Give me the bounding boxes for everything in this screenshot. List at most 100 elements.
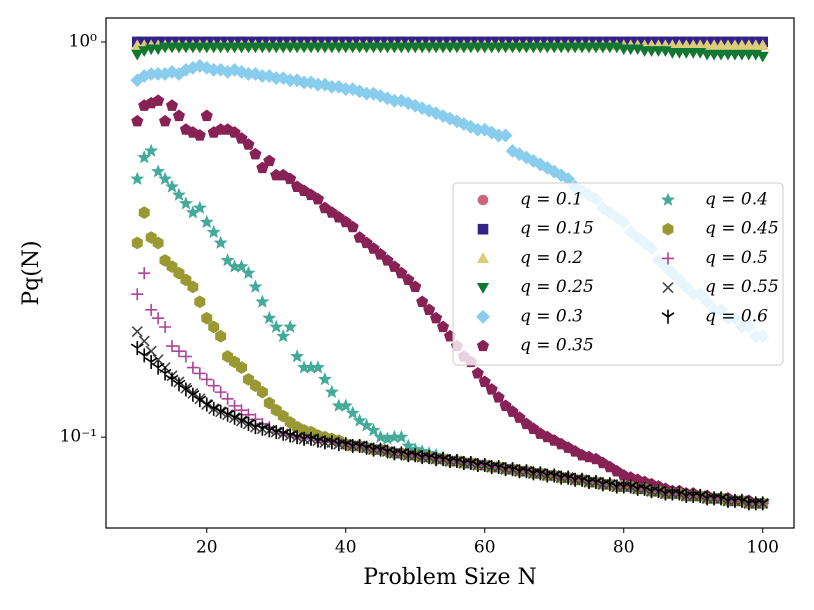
- data-point: [214, 404, 228, 419]
- data-point: [492, 460, 506, 475]
- legend-marker: [661, 309, 675, 324]
- data-point: [374, 442, 387, 457]
- data-point: [394, 446, 408, 461]
- data-point: [610, 479, 624, 494]
- legend-label: q = 0.55: [705, 277, 779, 297]
- data-point: [311, 433, 325, 448]
- data-point: [463, 119, 478, 134]
- data-point: [215, 329, 227, 343]
- data-point: [707, 491, 721, 506]
- data-point: [263, 154, 276, 167]
- data-point: [339, 437, 353, 452]
- data-point: [561, 470, 575, 485]
- data-point: [255, 421, 269, 436]
- data-point: [526, 466, 540, 481]
- data-point: [513, 464, 526, 479]
- data-point: [423, 303, 436, 315]
- data-point: [242, 138, 255, 150]
- data-point: [554, 470, 568, 485]
- data-point: [290, 349, 305, 363]
- data-point: [324, 384, 339, 399]
- data-point: [151, 44, 165, 56]
- data-point: [359, 418, 374, 432]
- data-point: [492, 391, 505, 403]
- data-point: [429, 452, 443, 467]
- data-point: [152, 94, 165, 106]
- data-point: [137, 348, 151, 363]
- data-point: [408, 448, 422, 463]
- data-point: [172, 345, 185, 358]
- data-point: [186, 387, 200, 402]
- legend-label: q = 0.6: [705, 306, 768, 326]
- data-point: [332, 437, 346, 452]
- data-point: [498, 128, 513, 143]
- data-point: [485, 460, 499, 475]
- data-point: [749, 496, 763, 511]
- data-point: [213, 235, 228, 249]
- data-point: [499, 462, 513, 477]
- data-point: [255, 294, 270, 308]
- legend: q = 0.1 q = 0.15 q = 0.2 q = 0.25 q = 0.3 q =…: [452, 182, 784, 366]
- data-point: [284, 172, 297, 185]
- data-point: [311, 192, 325, 205]
- x-tick-label: 40: [335, 538, 357, 558]
- data-point: [172, 377, 186, 392]
- legend-marker: [661, 192, 675, 206]
- legend-label: q = 0.1: [520, 190, 583, 210]
- data-point: [228, 410, 242, 425]
- data-point: [269, 425, 283, 440]
- data-point: [131, 326, 143, 338]
- data-point: [381, 444, 394, 459]
- data-point: [318, 435, 332, 450]
- data-point: [310, 360, 325, 374]
- data-point: [200, 397, 214, 412]
- data-point: [533, 466, 547, 481]
- data-point: [158, 171, 173, 185]
- data-point: [178, 196, 193, 210]
- data-point: [131, 114, 144, 127]
- data-point: [207, 379, 220, 392]
- data-point: [388, 260, 401, 272]
- data-point: [249, 147, 262, 160]
- data-point: [638, 481, 652, 496]
- data-point: [228, 399, 241, 412]
- data-point: [394, 429, 409, 444]
- data-point: [138, 267, 151, 280]
- data-point: [201, 311, 213, 325]
- data-point: [207, 401, 221, 416]
- data-point: [138, 335, 150, 347]
- data-point: [402, 273, 415, 286]
- data-point: [256, 385, 268, 399]
- data-point: [276, 328, 291, 343]
- legend-marker: [476, 339, 490, 352]
- data-point: [756, 496, 770, 511]
- legend-marker: [477, 223, 489, 235]
- data-point: [131, 288, 144, 301]
- data-point: [283, 319, 298, 333]
- data-point: [478, 375, 491, 388]
- data-point: [721, 493, 735, 508]
- data-point: [693, 488, 707, 503]
- x-tick-label: 100: [747, 538, 779, 558]
- data-point: [138, 206, 150, 219]
- data-point: [366, 423, 381, 437]
- data-point: [186, 361, 199, 374]
- data-point: [373, 429, 388, 444]
- legend-label: q = 0.5: [705, 248, 768, 268]
- data-point: [208, 320, 220, 334]
- data-point: [665, 486, 679, 501]
- data-point: [130, 341, 144, 356]
- data-point: [187, 280, 199, 294]
- data-point: [165, 99, 179, 111]
- data-point: [617, 479, 631, 494]
- data-point: [172, 109, 186, 122]
- data-point: [506, 405, 519, 417]
- data-point: [166, 340, 179, 353]
- data-point: [193, 367, 206, 380]
- data-point: [262, 310, 277, 325]
- legend-label: q = 0.25: [520, 277, 594, 297]
- y-axis-label: Pq(N): [19, 240, 44, 305]
- x-tick-label: 20: [196, 538, 218, 558]
- legend-marker: [662, 252, 674, 265]
- data-point: [401, 448, 415, 463]
